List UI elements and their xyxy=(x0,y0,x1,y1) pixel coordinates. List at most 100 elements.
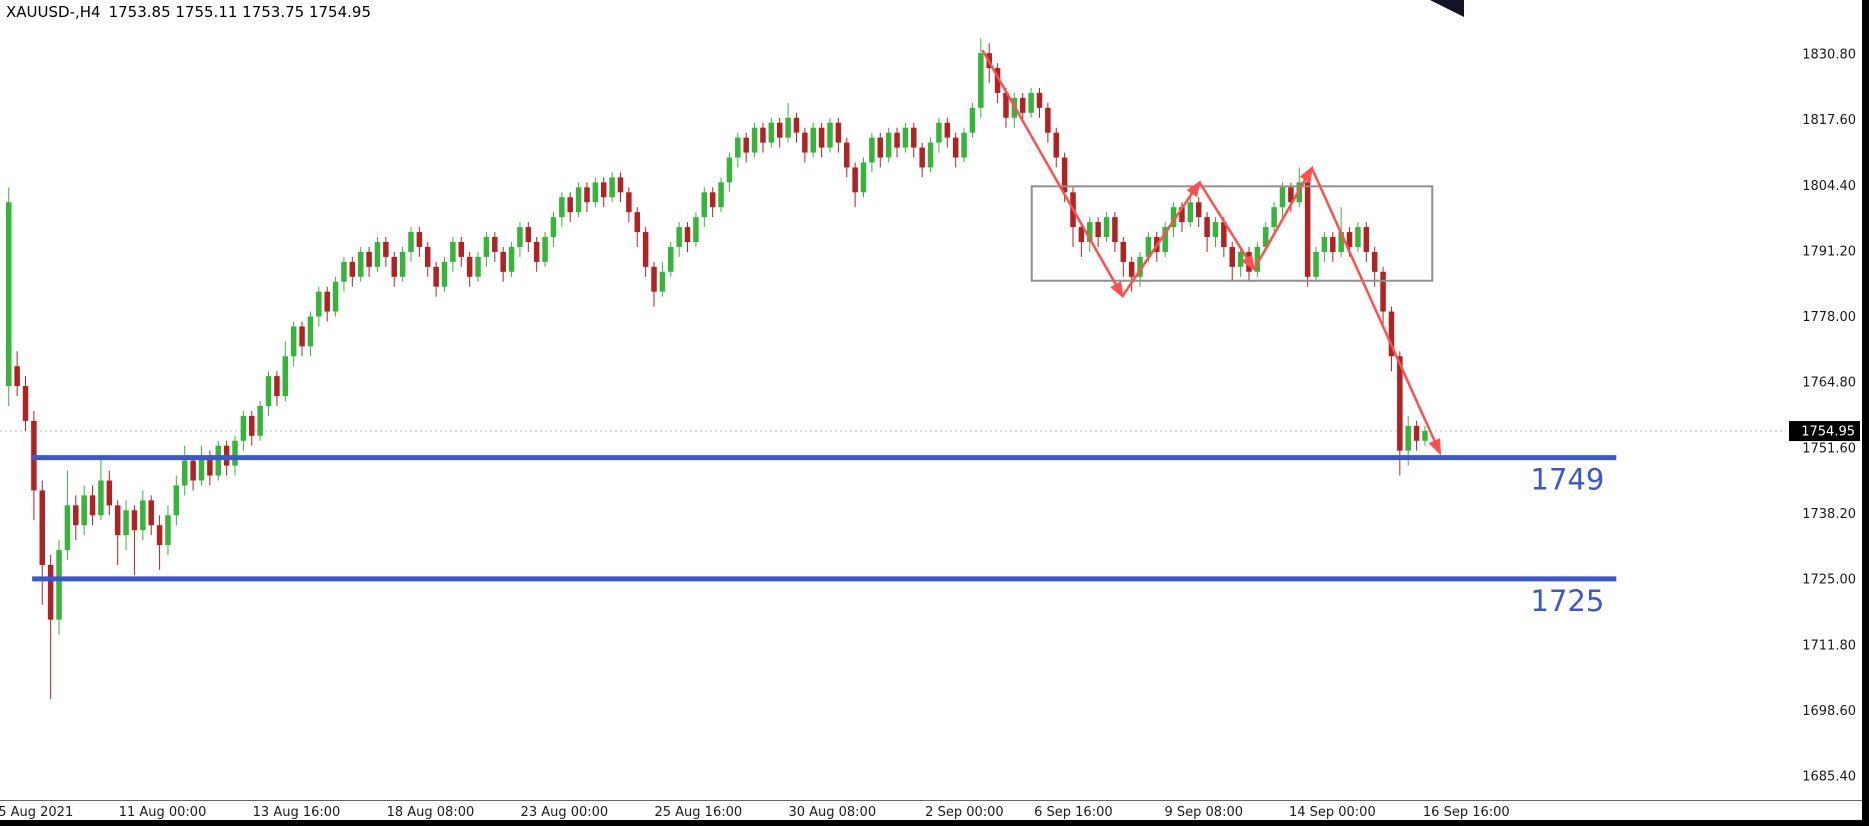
candle xyxy=(14,366,20,387)
candle xyxy=(835,122,842,143)
time-axis-label: 11 Aug 00:00 xyxy=(119,805,207,820)
candle xyxy=(1321,237,1328,252)
candle xyxy=(877,137,884,158)
candle xyxy=(1212,222,1219,238)
price-axis-label: 1804.40 xyxy=(1802,179,1856,194)
trend-arrow[interactable] xyxy=(1121,180,1201,297)
candle xyxy=(533,241,540,262)
corner-logo-triangle xyxy=(1430,0,1464,17)
candle xyxy=(215,445,221,476)
symbol-timeframe: XAUUSD-,H4 xyxy=(6,3,101,21)
candle xyxy=(1137,256,1143,277)
candle xyxy=(399,251,406,277)
candle xyxy=(332,281,339,312)
price-axis-label: 1778.00 xyxy=(1802,310,1856,325)
candle xyxy=(919,147,925,168)
candle xyxy=(776,122,783,138)
candle xyxy=(324,291,330,312)
candle xyxy=(1170,207,1177,228)
candle xyxy=(450,241,456,262)
candle xyxy=(106,480,113,506)
candle xyxy=(1363,227,1370,252)
candle xyxy=(642,232,649,267)
trend-arrow[interactable] xyxy=(1252,165,1314,270)
candle xyxy=(341,261,347,282)
candle xyxy=(1087,222,1093,242)
candle xyxy=(735,137,741,158)
trend-arrow[interactable] xyxy=(981,49,1124,299)
candle xyxy=(634,212,640,233)
candle xyxy=(1254,246,1261,272)
time-axis-label: 13 Aug 16:00 xyxy=(253,805,341,820)
candle xyxy=(98,480,104,516)
candle xyxy=(768,122,775,143)
candle xyxy=(844,142,850,168)
candle xyxy=(600,182,607,198)
candle xyxy=(190,460,196,481)
candle xyxy=(994,68,1001,93)
candle xyxy=(466,256,473,277)
candle xyxy=(1028,92,1034,113)
ohlc-readout: 1753.85 1755.11 1753.75 1754.95 xyxy=(108,3,371,21)
candle xyxy=(357,251,364,277)
candle xyxy=(366,251,372,267)
candle xyxy=(433,266,439,287)
candle xyxy=(701,192,708,218)
candle xyxy=(492,237,498,252)
candle xyxy=(1103,217,1110,238)
candle xyxy=(374,241,381,267)
candle xyxy=(441,261,448,287)
candle xyxy=(240,415,247,441)
bottom-border xyxy=(0,820,1869,826)
candle xyxy=(760,127,766,143)
candle xyxy=(911,127,917,148)
candle xyxy=(676,227,682,247)
candle xyxy=(416,232,423,247)
candle xyxy=(56,550,62,620)
price-axis-label: 1830.80 xyxy=(1802,48,1856,63)
candle xyxy=(626,192,632,213)
candle xyxy=(1279,187,1286,208)
candle xyxy=(425,246,431,267)
right-border xyxy=(1862,0,1869,826)
time-axis-label: 14 Sep 00:00 xyxy=(1289,805,1376,820)
candle xyxy=(1346,232,1353,247)
candle xyxy=(290,326,297,357)
candle xyxy=(1145,237,1152,257)
candle xyxy=(114,505,121,536)
trend-arrow[interactable] xyxy=(1198,181,1256,272)
candle xyxy=(22,386,29,421)
candle xyxy=(148,500,154,526)
candle xyxy=(617,177,624,193)
candle xyxy=(1095,222,1101,238)
candle xyxy=(961,132,967,158)
candle xyxy=(1229,246,1235,267)
consolidation-box[interactable] xyxy=(1030,185,1434,282)
candle xyxy=(299,326,305,347)
candle xyxy=(249,415,255,436)
candle xyxy=(584,187,590,203)
candle xyxy=(818,127,825,148)
candle xyxy=(165,515,171,546)
candle xyxy=(282,356,289,397)
candle xyxy=(198,455,205,481)
candle xyxy=(1355,227,1361,247)
candle xyxy=(693,217,699,242)
price-axis-label: 1725.00 xyxy=(1802,573,1856,588)
candle xyxy=(860,162,867,193)
candle xyxy=(525,227,532,242)
candle xyxy=(852,167,858,193)
candle xyxy=(1263,227,1269,247)
candle xyxy=(1045,107,1051,133)
candle xyxy=(952,137,959,158)
candle xyxy=(1413,425,1420,441)
candle xyxy=(1422,430,1428,441)
price-axis-label: 1817.60 xyxy=(1802,113,1856,128)
trend-arrow[interactable] xyxy=(1310,167,1442,456)
candle xyxy=(475,256,481,277)
candle xyxy=(89,495,96,516)
candle xyxy=(802,132,808,153)
current-price-badge-text: 1754.95 xyxy=(1801,425,1855,440)
